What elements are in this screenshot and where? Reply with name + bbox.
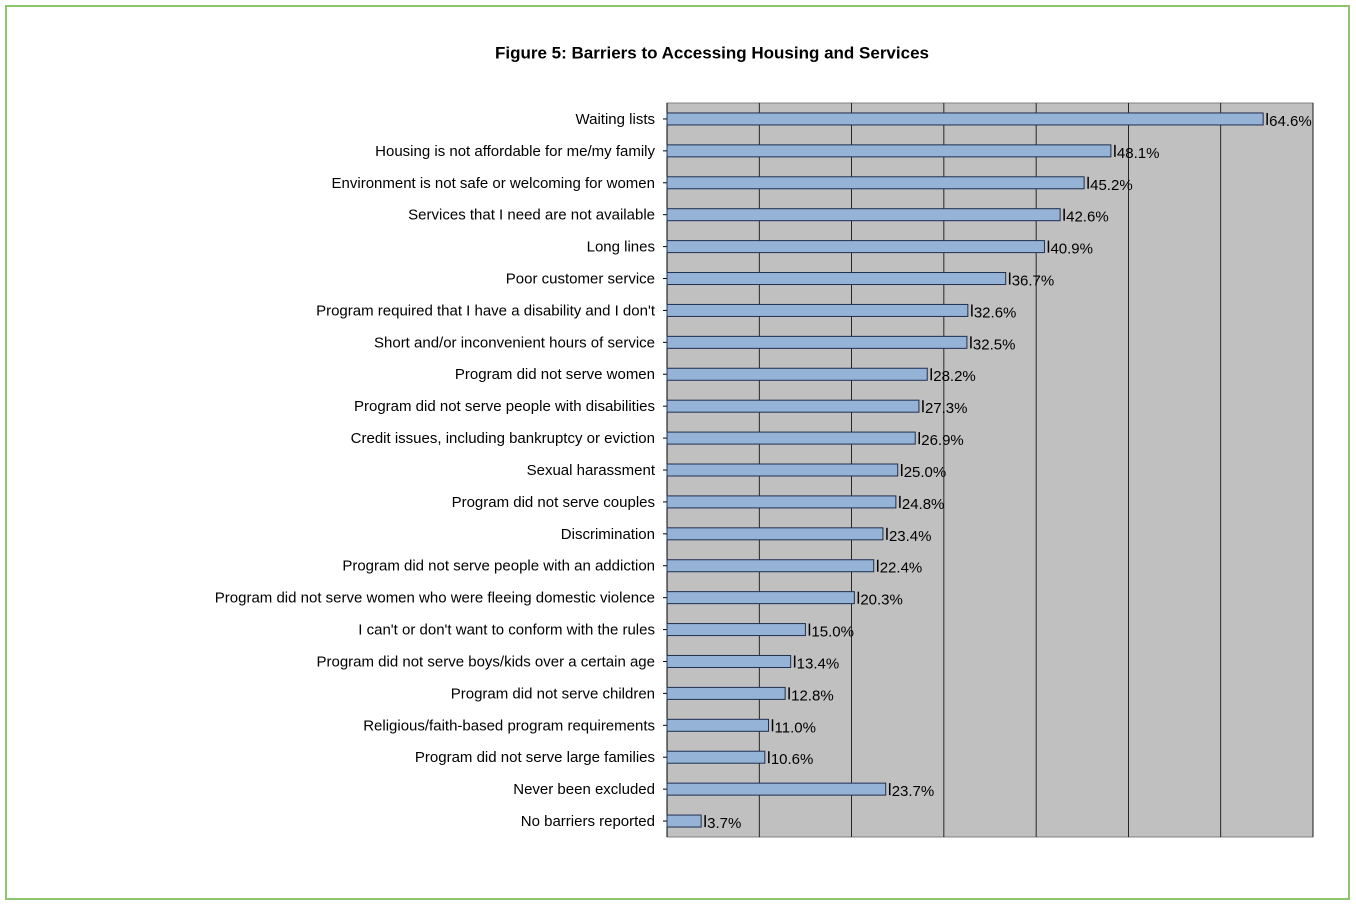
y-tick-label: Environment is not safe or welcoming for…: [332, 175, 655, 192]
y-tick-label: Short and/or inconvenient hours of servi…: [374, 334, 655, 351]
bar: [666, 112, 1264, 126]
data-label: 26.9%: [921, 432, 964, 449]
y-tick-label: Sexual harassment: [527, 462, 656, 479]
data-label: 36.7%: [1012, 272, 1055, 289]
data-label: 22.4%: [880, 560, 923, 577]
data-label: 32.6%: [974, 304, 1017, 321]
y-tick-label: Discrimination: [561, 526, 655, 543]
y-tick-label: Program did not serve couples: [452, 494, 655, 511]
data-label: 24.8%: [902, 496, 945, 513]
bar: [666, 591, 855, 605]
bar: [666, 750, 766, 764]
data-label: 23.7%: [892, 783, 935, 800]
y-tick-label: Waiting lists: [576, 111, 655, 128]
bar: [666, 176, 1085, 190]
data-label: 23.4%: [889, 528, 932, 545]
data-label: 28.2%: [933, 368, 976, 385]
y-tick-label: Program did not serve women: [455, 366, 655, 383]
y-tick-label: Program did not serve children: [451, 685, 655, 702]
data-label: 11.0%: [775, 719, 816, 736]
data-label: 13.4%: [797, 655, 840, 672]
y-tick-label: Religious/faith-based program requiremen…: [363, 717, 655, 734]
data-label: 48.1%: [1117, 145, 1160, 162]
bar: [666, 782, 887, 796]
bar: [666, 654, 792, 668]
data-label: 20.3%: [860, 592, 903, 609]
bar: [666, 686, 786, 700]
y-tick-label: Program did not serve people with an add…: [342, 558, 655, 575]
y-tick-label: Poor customer service: [506, 270, 655, 287]
bar: [666, 240, 1045, 254]
y-tick-label: Program did not serve women who were fle…: [215, 590, 655, 607]
y-tick-label: Program did not serve boys/kids over a c…: [316, 653, 655, 670]
y-tick-label: Program did not serve people with disabi…: [354, 398, 655, 415]
y-tick-label: Housing is not affordable for me/my fami…: [375, 143, 655, 160]
data-label: 32.5%: [973, 336, 1016, 353]
data-label: 42.6%: [1066, 209, 1109, 226]
bar: [666, 335, 968, 349]
data-label: 64.6%: [1269, 113, 1312, 130]
bar: [666, 559, 875, 573]
bar: [666, 399, 920, 413]
bar: [666, 208, 1061, 222]
data-label: 3.7%: [707, 815, 741, 832]
y-tick-label: Services that I need are not available: [408, 207, 655, 224]
y-tick-label: Never been excluded: [513, 781, 655, 798]
data-label: 15.0%: [811, 624, 854, 641]
bar: [666, 718, 770, 732]
bar: [666, 527, 884, 541]
bar: [666, 431, 916, 445]
data-label: 45.2%: [1090, 177, 1133, 194]
y-tick-label: Credit issues, including bankruptcy or e…: [351, 430, 655, 447]
y-tick-label: I can't or don't want to conform with th…: [358, 622, 655, 639]
y-tick-label: Program did not serve large families: [415, 749, 655, 766]
data-label: 27.3%: [925, 400, 968, 417]
y-tick-label: Program required that I have a disabilit…: [316, 302, 656, 319]
bar: [666, 495, 897, 509]
bar: [666, 303, 969, 317]
bar: [666, 272, 1007, 286]
chart-title: Figure 5: Barriers to Accessing Housing …: [495, 43, 929, 62]
bar: [666, 144, 1112, 158]
y-tick-label: No barriers reported: [521, 813, 655, 830]
data-label: 25.0%: [904, 464, 947, 481]
bar: [666, 623, 806, 637]
y-tick-label: Long lines: [587, 239, 655, 256]
bar: [666, 367, 928, 381]
data-label: 40.9%: [1050, 241, 1093, 258]
bar: [666, 814, 702, 828]
data-label: 10.6%: [771, 751, 814, 768]
bar: [666, 463, 899, 477]
data-label: 12.8%: [791, 687, 834, 704]
